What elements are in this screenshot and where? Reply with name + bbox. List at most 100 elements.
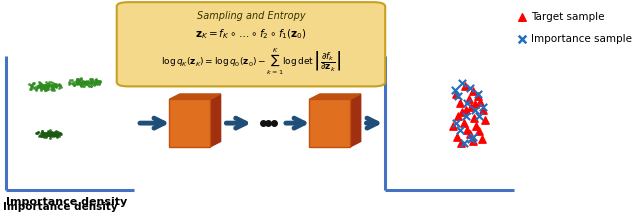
Point: [86, 80, 97, 84]
Point: [47, 133, 57, 137]
Point: [474, 115, 484, 118]
Point: [43, 132, 53, 135]
Point: [70, 83, 81, 86]
Point: [44, 132, 54, 136]
Point: [456, 141, 466, 145]
Point: [72, 82, 82, 86]
Point: [87, 77, 97, 81]
Point: [35, 85, 45, 88]
Point: [52, 133, 62, 137]
Point: [42, 85, 52, 89]
Point: [79, 80, 90, 83]
Point: [51, 82, 61, 86]
Point: [79, 80, 90, 84]
Point: [79, 81, 90, 84]
Point: [47, 131, 58, 134]
Point: [37, 132, 47, 135]
Point: [37, 86, 47, 90]
Point: [42, 132, 52, 136]
Point: [43, 85, 53, 88]
Point: [54, 86, 65, 89]
Point: [95, 79, 105, 83]
Point: [41, 132, 51, 135]
Point: [38, 85, 48, 88]
Point: [40, 132, 50, 136]
Text: Sampling and Entropy: Sampling and Entropy: [196, 11, 305, 21]
Point: [27, 86, 37, 89]
Point: [81, 80, 92, 84]
Point: [86, 78, 96, 82]
Point: [50, 131, 60, 134]
Point: [41, 84, 51, 88]
Point: [35, 82, 45, 85]
Point: [45, 132, 55, 136]
Point: [35, 85, 45, 88]
Point: [42, 82, 52, 85]
Point: [44, 83, 54, 86]
Point: [78, 80, 88, 84]
Point: [38, 85, 49, 88]
Point: [74, 82, 84, 86]
Text: Importance sample: Importance sample: [531, 34, 632, 44]
Point: [81, 81, 91, 84]
Point: [76, 82, 86, 85]
Point: [43, 130, 53, 133]
Point: [74, 80, 84, 84]
Point: [82, 82, 92, 86]
Point: [43, 130, 53, 133]
Point: [40, 86, 51, 89]
Point: [26, 83, 36, 87]
Point: [44, 84, 54, 88]
Point: [88, 83, 99, 86]
Point: [32, 85, 42, 88]
Point: [91, 81, 101, 84]
Point: [81, 80, 92, 84]
Point: [49, 132, 59, 135]
Point: [72, 81, 82, 85]
Point: [42, 85, 52, 89]
Point: [36, 88, 46, 91]
Point: [451, 121, 461, 125]
Point: [79, 81, 89, 84]
Point: [38, 84, 48, 88]
Point: [44, 130, 54, 134]
Point: [476, 137, 486, 141]
Point: [468, 116, 479, 119]
Point: [80, 80, 90, 84]
Point: [78, 81, 88, 85]
Point: [477, 108, 488, 111]
Point: [38, 83, 48, 87]
Point: [47, 85, 58, 89]
Point: [85, 78, 95, 81]
Point: [38, 131, 49, 134]
Point: [75, 81, 85, 84]
Point: [453, 95, 463, 98]
Point: [47, 133, 58, 137]
Point: [45, 133, 56, 136]
Point: [92, 81, 102, 85]
Point: [461, 108, 471, 111]
Point: [47, 89, 57, 92]
Point: [465, 132, 475, 136]
Point: [458, 121, 468, 125]
Polygon shape: [169, 94, 221, 99]
Point: [44, 131, 54, 134]
Point: [39, 131, 49, 134]
Polygon shape: [210, 94, 221, 147]
Point: [79, 81, 90, 84]
Point: [85, 84, 95, 88]
Point: [49, 134, 60, 137]
Point: [51, 84, 61, 88]
Point: [78, 84, 88, 88]
Point: [475, 100, 485, 103]
Point: [39, 84, 49, 88]
Point: [38, 85, 49, 88]
Point: [79, 80, 89, 84]
Point: [79, 80, 90, 84]
Point: [39, 85, 49, 89]
Point: [44, 132, 54, 136]
Point: [46, 134, 56, 137]
Point: [47, 132, 57, 135]
Point: [46, 133, 56, 137]
Point: [40, 88, 50, 91]
